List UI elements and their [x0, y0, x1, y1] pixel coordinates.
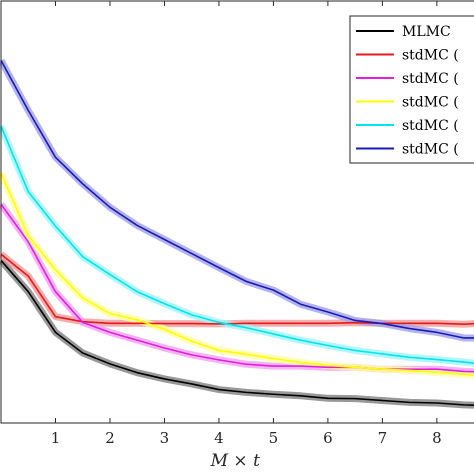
legend-label-3: stdMC (	[402, 95, 459, 111]
legend-label-1: stdMC (	[402, 48, 459, 64]
series-line-4	[0, 125, 474, 364]
x-axis-label: M × t	[210, 451, 260, 471]
legend-label-0: MLMC	[402, 24, 451, 40]
series-line-2	[0, 203, 474, 373]
x-axis-ticks: 1 2 3 4 5 6 7 8	[51, 1, 442, 447]
x-tick-label: 3	[160, 429, 170, 447]
x-tick-label: 1	[51, 429, 61, 447]
x-tick-label: 8	[432, 429, 442, 447]
x-tick-label: 5	[269, 429, 279, 447]
series-line-5	[0, 60, 474, 339]
series-lines	[0, 60, 474, 406]
x-tick-label: 4	[214, 429, 224, 447]
legend: MLMC stdMC ( stdMC ( stdMC ( stdMC ( stdMC (	[349, 15, 474, 164]
series-line-0	[0, 259, 474, 406]
legend-box	[349, 15, 474, 164]
legend-label-5: stdMC (	[402, 142, 459, 158]
series-line-3	[0, 172, 474, 377]
legend-label-4: stdMC (	[402, 118, 459, 134]
x-tick-label: 7	[378, 429, 388, 447]
x-tick-label: 2	[105, 429, 115, 447]
plot-frame	[0, 0, 474, 424]
legend-label-2: stdMC (	[402, 71, 459, 87]
x-tick-label: 6	[323, 429, 333, 447]
